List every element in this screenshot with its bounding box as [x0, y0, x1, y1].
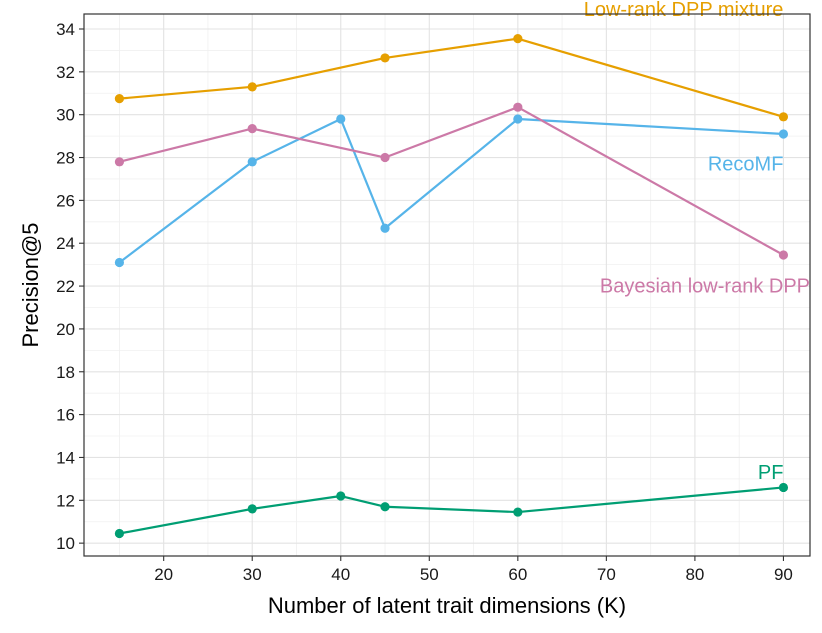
- y-tick-label: 32: [56, 63, 75, 82]
- data-point-recomf: [513, 114, 523, 124]
- data-point-pf: [778, 482, 789, 493]
- data-point-pf: [114, 528, 125, 539]
- data-point-low-rank-dpp-mixture: [778, 112, 789, 122]
- x-axis-title: Number of latent trait dimensions (K): [268, 593, 626, 618]
- y-tick-label: 28: [56, 149, 75, 168]
- series-bayesian-low-rank-dpp: Bayesian low-rank DPP: [114, 102, 810, 297]
- y-tick-label: 18: [56, 363, 75, 382]
- data-point-low-rank-dpp-mixture: [513, 34, 523, 44]
- y-tick-label: 24: [56, 234, 75, 253]
- x-tick-label: 70: [597, 565, 616, 584]
- major-gridlines: [84, 14, 810, 556]
- series-pf: PF: [114, 462, 789, 539]
- series-label-pf: PF: [758, 462, 784, 484]
- y-axis-title: Precision@5: [18, 222, 43, 347]
- data-point-recomf: [380, 223, 390, 233]
- x-tick-label: 50: [420, 565, 439, 584]
- y-axis: 10 12 14 16 18 20 22 24 26 28 30 32 34: [56, 20, 84, 553]
- series-line-pf: [119, 486, 784, 535]
- series-line-recomf: [118, 117, 784, 264]
- x-tick-label: 80: [685, 565, 704, 584]
- data-point-pf: [247, 504, 257, 514]
- x-tick-label: 40: [331, 565, 350, 584]
- x-axis: 20 30 40 50 60 70 80 90: [154, 556, 793, 584]
- data-point-pf: [513, 507, 523, 517]
- data-point-bayesian-low-rank-dpp: [380, 152, 390, 163]
- data-point-low-rank-dpp-mixture: [114, 94, 125, 104]
- series-layer: Low-rank DPP mixture RecoMF Bayesian low-r…: [114, 0, 810, 539]
- plot-border: [83, 13, 811, 557]
- data-point-recomf: [778, 129, 789, 139]
- y-tick-label: 22: [56, 277, 75, 296]
- series-label-recomf: RecoMF: [708, 153, 784, 175]
- y-tick-label: 34: [56, 20, 75, 39]
- x-tick-label: 60: [508, 565, 527, 584]
- y-tick-label: 12: [56, 491, 75, 510]
- y-tick-label: 20: [56, 320, 75, 339]
- data-point-pf: [336, 491, 346, 501]
- data-point-bayesian-low-rank-dpp: [513, 102, 523, 112]
- y-tick-label: 14: [56, 448, 75, 467]
- data-point-bayesian-low-rank-dpp: [114, 157, 125, 167]
- y-tick-label: 30: [56, 106, 75, 125]
- plot-panel: [84, 14, 810, 556]
- x-tick-label: 90: [774, 565, 793, 584]
- series-label-bayesian-low-rank-dpp: Bayesian low-rank DPP: [600, 275, 810, 297]
- data-point-pf: [380, 502, 390, 512]
- x-tick-label: 30: [243, 565, 262, 584]
- data-point-low-rank-dpp-mixture: [380, 53, 390, 63]
- series-low-rank-dpp-mixture: Low-rank DPP mixture: [114, 0, 789, 122]
- y-tick-label: 16: [56, 406, 75, 425]
- series-recomf: RecoMF: [114, 114, 789, 268]
- x-tick-label: 20: [154, 565, 173, 584]
- y-tick-label: 10: [56, 534, 75, 553]
- data-point-recomf: [336, 114, 346, 124]
- y-tick-label: 26: [56, 191, 75, 210]
- data-point-recomf: [247, 157, 257, 167]
- series-label-low-rank-dpp-mixture: Low-rank DPP mixture: [584, 0, 784, 21]
- data-point-recomf: [114, 257, 125, 268]
- data-point-bayesian-low-rank-dpp: [778, 250, 789, 260]
- data-point-low-rank-dpp-mixture: [247, 82, 257, 92]
- data-point-bayesian-low-rank-dpp: [247, 124, 257, 134]
